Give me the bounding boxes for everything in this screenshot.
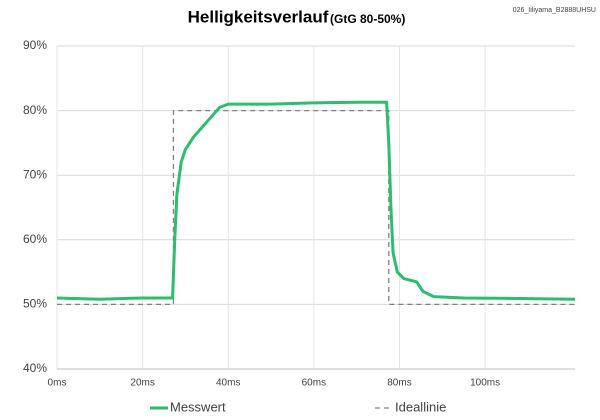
x-tick-label: 0ms (48, 378, 67, 389)
y-tick-label: 60% (23, 232, 47, 246)
chart-title: Helligkeitsverlauf (188, 7, 329, 26)
x-tick-label: 80ms (387, 378, 411, 389)
legend-label: Ideallinie (395, 399, 446, 414)
legend-label: Messwert (170, 399, 226, 414)
series-line (57, 109, 575, 306)
y-tick-label: 40% (23, 361, 47, 375)
y-tick-label: 80% (23, 103, 47, 117)
x-tick-label: 20ms (130, 378, 154, 389)
annotation: 026_Iiliyama_B2888UHSU (513, 7, 596, 14)
x-tick-label: 40ms (216, 378, 240, 389)
x-tick-label: 100ms (470, 378, 500, 389)
x-tick-label: 60ms (302, 378, 326, 389)
y-tick-label: 90% (23, 38, 47, 52)
series-line (56, 100, 576, 301)
chart-subtitle: (GtG 80-50%) (330, 12, 405, 26)
y-tick-label: 50% (23, 297, 47, 311)
y-tick-label: 70% (23, 167, 47, 181)
